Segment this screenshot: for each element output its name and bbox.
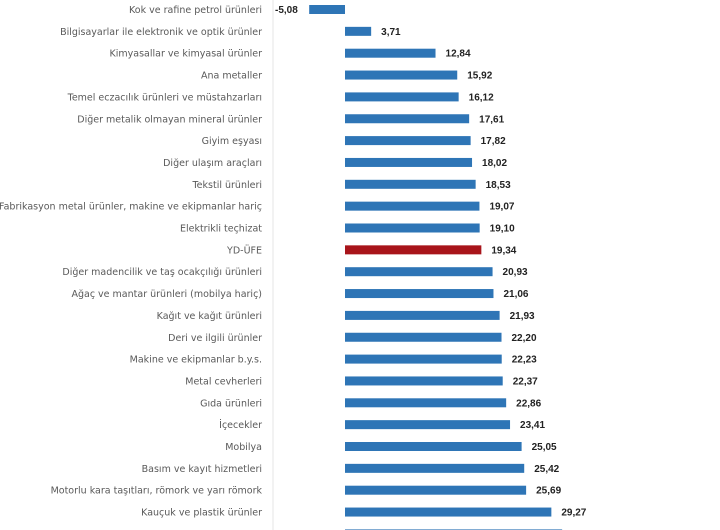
bar bbox=[345, 223, 480, 233]
bar bbox=[309, 5, 345, 14]
bar-row: Ana metaller 15,92 bbox=[201, 70, 493, 82]
value-label: 22,23 bbox=[512, 355, 537, 366]
category-label: Giyim eşyası bbox=[202, 136, 262, 147]
value-label: 25,42 bbox=[534, 464, 559, 475]
bar-row: Diğer madencilik ve taş ocakçılığı ürünl… bbox=[62, 267, 528, 278]
bar bbox=[345, 267, 493, 277]
value-label: 21,93 bbox=[510, 311, 535, 322]
bar-row: Elektrikli teçhizat 19,10 bbox=[180, 223, 515, 235]
value-label: 18,53 bbox=[486, 180, 511, 191]
bar-row: Makine ve ekipmanlar b.y.s. 22,23 bbox=[130, 354, 537, 366]
bar-row: Kok ve rafine petrol ürünleri -5,08 bbox=[129, 5, 345, 16]
value-label: 25,69 bbox=[536, 486, 561, 497]
bar-row: Deri ve ilgili ürünler 22,20 bbox=[168, 332, 537, 344]
bar-row: Tekstil ürünleri 18,53 bbox=[191, 179, 511, 191]
bar-row: Kağıt ve kağıt ürünleri 21,93 bbox=[157, 310, 535, 322]
value-label: 19,10 bbox=[490, 224, 515, 235]
value-label: -5,08 bbox=[275, 5, 298, 16]
value-label: 18,02 bbox=[482, 158, 507, 169]
bar bbox=[345, 92, 459, 102]
value-label: 17,82 bbox=[481, 136, 506, 147]
value-label: 15,92 bbox=[467, 71, 492, 82]
bar-row: Gıda ürünleri 22,86 bbox=[200, 398, 542, 409]
bar-row: Motorlu kara taşıtları, römork ve yarı r… bbox=[51, 485, 562, 497]
category-label: Kağıt ve kağıt ürünleri bbox=[157, 311, 262, 322]
category-label: Diğer madencilik ve taş ocakçılığı ürünl… bbox=[62, 267, 262, 278]
category-label: Bilgisayarlar ile elektronik ve optik ür… bbox=[60, 27, 262, 38]
bar-row: Fabrikasyon metal ürünler, makine ve eki… bbox=[0, 201, 515, 213]
bar bbox=[345, 310, 500, 320]
value-label: 19,34 bbox=[491, 245, 516, 256]
value-label: 22,20 bbox=[512, 333, 537, 344]
category-label: YD-ÜFE bbox=[226, 245, 262, 256]
category-label: Temel eczacılık ürünleri ve müstahzarlar… bbox=[67, 92, 262, 103]
value-label: 20,93 bbox=[503, 267, 528, 278]
value-label: 19,07 bbox=[489, 202, 514, 213]
category-label: Kauçuk ve plastik ürünler bbox=[141, 508, 262, 519]
value-label: 12,84 bbox=[446, 49, 471, 60]
category-label: Kok ve rafine petrol ürünleri bbox=[129, 5, 262, 16]
bar-row: Ağaç ve mantar ürünleri (mobilya hariç) 2… bbox=[71, 289, 529, 300]
bar-row: Kimyasallar ve kimyasal ürünler 12,84 bbox=[110, 48, 471, 60]
bar bbox=[345, 420, 511, 430]
bar-row: Diğer ulaşım araçları 18,02 bbox=[163, 157, 508, 169]
bar bbox=[345, 398, 507, 408]
bar-row: Kauçuk ve plastik ürünler 29,27 bbox=[141, 507, 587, 519]
category-label: Fabrikasyon metal ürünler, makine ve eki… bbox=[0, 202, 262, 213]
bar bbox=[345, 201, 480, 211]
bar-row: Mobilya 25,05 bbox=[225, 442, 557, 453]
category-label: Makine ve ekipmanlar b.y.s. bbox=[130, 355, 262, 366]
bar-row: Metal cevherleri 22,37 bbox=[185, 376, 538, 387]
bar bbox=[345, 332, 502, 342]
bar bbox=[345, 376, 503, 386]
bar-row: Giyim eşyası 17,82 bbox=[202, 136, 506, 147]
category-label: Gıda ürünleri bbox=[200, 398, 262, 409]
bar bbox=[345, 442, 522, 451]
bar-highlight bbox=[345, 245, 482, 255]
category-label: Ağaç ve mantar ürünleri (mobilya hariç) bbox=[71, 289, 262, 300]
bar bbox=[345, 289, 494, 299]
category-label: Ana metaller bbox=[201, 71, 262, 82]
value-label: 25,05 bbox=[532, 442, 557, 453]
bar bbox=[345, 136, 471, 146]
category-label: Metal cevherleri bbox=[185, 376, 262, 387]
category-label: Motorlu kara taşıtları, römork ve yarı r… bbox=[51, 486, 263, 497]
value-label: 16,12 bbox=[469, 92, 494, 103]
category-label: Elektrikli teçhizat bbox=[180, 224, 262, 235]
category-label: Basım ve kayıt hizmetleri bbox=[142, 464, 262, 475]
chart-rows: Kok ve rafine petrol ürünleri -5,08 Bilgis… bbox=[0, 5, 587, 530]
value-label: 22,86 bbox=[516, 398, 541, 409]
category-label: İçecekler bbox=[219, 420, 262, 431]
bar-row: Temel eczacılık ürünleri ve müstahzarlar… bbox=[67, 92, 494, 103]
bar bbox=[345, 70, 458, 80]
bar bbox=[345, 485, 527, 495]
value-label: 17,61 bbox=[479, 114, 504, 125]
bar-row: Bilgisayarlar ile elektronik ve optik ür… bbox=[60, 27, 401, 38]
category-label: Diğer ulaşım araçları bbox=[163, 158, 262, 169]
bar bbox=[345, 354, 502, 364]
bar-row: YD-ÜFE 19,34 bbox=[226, 245, 517, 256]
bar-row: Basım ve kayıt hizmetleri 25,42 bbox=[142, 463, 560, 475]
bar-row: Diğer metalik olmayan mineral ürünler 17,… bbox=[77, 114, 505, 125]
bar bbox=[345, 157, 473, 167]
bar bbox=[345, 179, 476, 189]
bar bbox=[345, 507, 552, 517]
category-label: Diğer metalik olmayan mineral ürünler bbox=[77, 114, 262, 125]
category-label: Deri ve ilgili ürünler bbox=[168, 333, 262, 344]
value-label: 29,27 bbox=[561, 508, 586, 519]
bar bbox=[345, 26, 372, 36]
value-label: 23,41 bbox=[520, 420, 545, 431]
category-label: Tekstil ürünleri bbox=[191, 180, 262, 191]
value-label: 21,06 bbox=[503, 289, 528, 300]
bar-row: İçecekler 23,41 bbox=[219, 420, 546, 431]
bar bbox=[345, 463, 525, 473]
value-label: 3,71 bbox=[381, 27, 401, 38]
category-label: Kimyasallar ve kimyasal ürünler bbox=[110, 49, 263, 60]
value-label: 22,37 bbox=[513, 376, 538, 387]
bar bbox=[345, 48, 436, 58]
bar bbox=[345, 114, 470, 124]
category-label: Mobilya bbox=[225, 442, 262, 453]
